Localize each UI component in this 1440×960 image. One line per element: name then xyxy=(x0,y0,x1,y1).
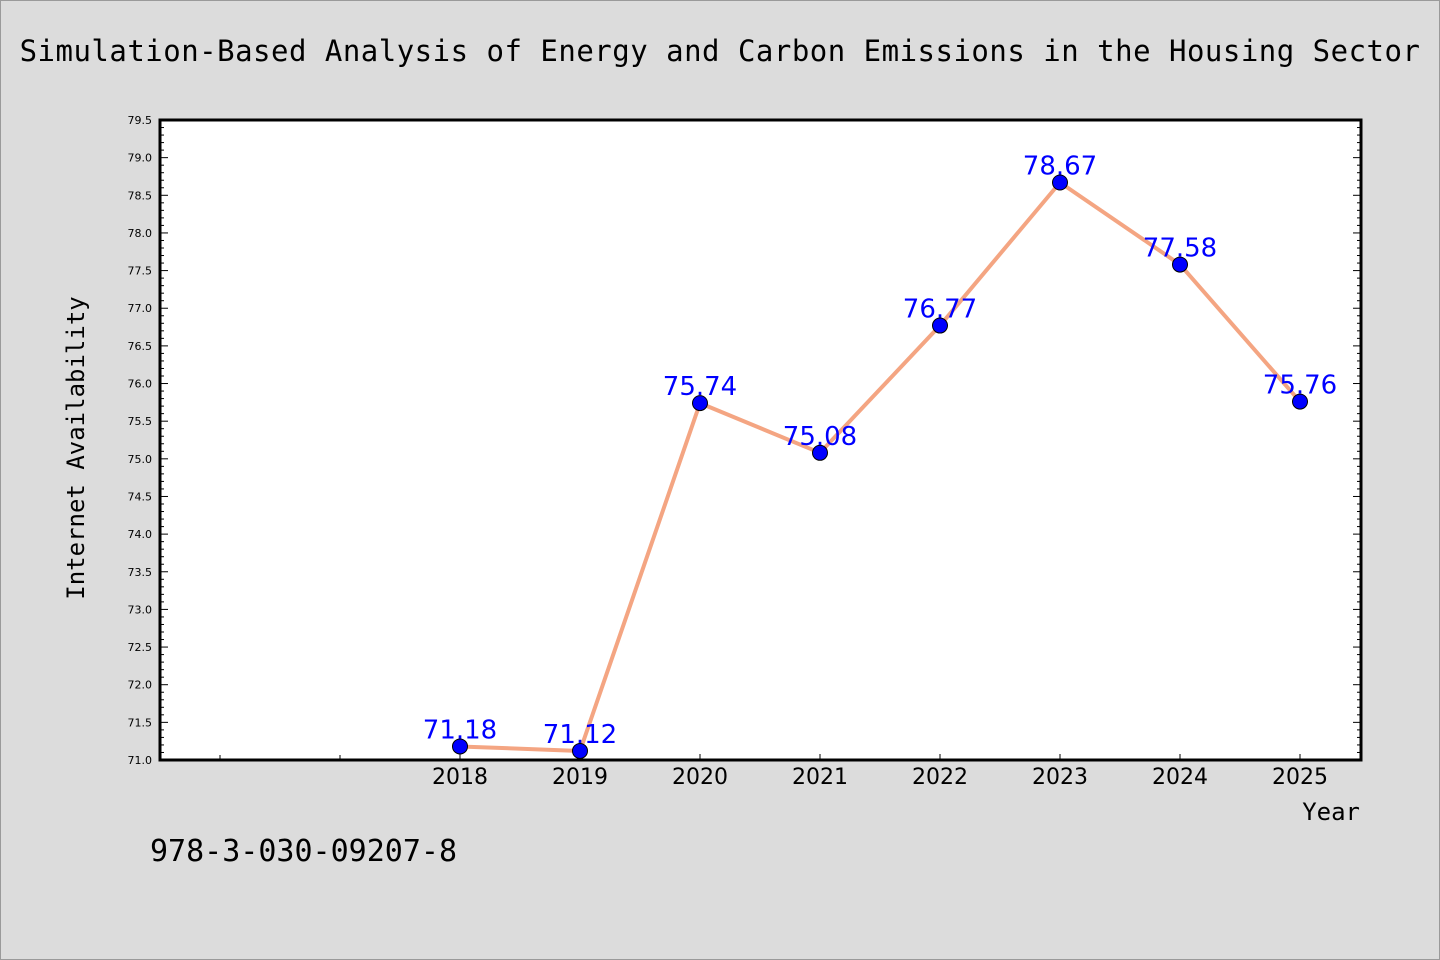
y-tick-label: 78.5 xyxy=(128,189,153,202)
x-tick-label: 2020 xyxy=(672,765,728,790)
y-axis: 71.0 71.5 72.0 72.5 73.0 73.5 74.0 74.5 75.0 75.5… xyxy=(128,114,1361,767)
y-tick-label: 71.0 xyxy=(128,754,153,767)
x-tick-label: 2018 xyxy=(432,765,488,790)
y-tick-label: 75.5 xyxy=(128,415,153,428)
y-tick-label: 78.0 xyxy=(128,227,153,240)
data-label: 71.12 xyxy=(543,720,617,750)
data-point xyxy=(692,395,708,412)
data-label: 75.74 xyxy=(663,372,737,402)
y-tick-label: 74.5 xyxy=(128,490,153,503)
data-labels: 71.18 71.12 75.74 75.08 76.77 78.67 77.58 75.76 xyxy=(423,151,1337,749)
data-point xyxy=(1292,393,1308,410)
series-markers xyxy=(452,174,1308,759)
data-label: 75.76 xyxy=(1263,371,1337,401)
data-point xyxy=(932,317,948,334)
series-line xyxy=(459,180,1302,753)
data-label: 77.58 xyxy=(1143,234,1217,264)
x-tick-label: 2019 xyxy=(552,765,608,790)
data-point xyxy=(1172,256,1188,273)
footer-code: 978-3-030-09207-8 xyxy=(150,834,458,869)
y-tick-label: 73.5 xyxy=(128,566,153,579)
data-point xyxy=(1052,174,1068,191)
y-tick-label: 72.5 xyxy=(128,641,153,654)
data-label: 71.18 xyxy=(423,715,497,745)
data-label: 76.77 xyxy=(903,295,977,325)
x-axis: 2018 2019 2020 2021 2022 2023 2024 2025 xyxy=(219,754,1328,790)
y-tick-label: 74.0 xyxy=(128,528,153,541)
x-tick-label: 2024 xyxy=(1152,765,1208,790)
x-tick-label: 2021 xyxy=(792,765,848,790)
plot-area xyxy=(158,118,1363,762)
x-tick-label: 2025 xyxy=(1272,765,1328,790)
x-tick-label: 2022 xyxy=(912,765,968,790)
y-tick-label: 72.0 xyxy=(128,679,153,692)
data-label: 75.08 xyxy=(783,422,857,452)
y-tick-label: 71.5 xyxy=(128,716,153,729)
y-axis-label: Internet Availability xyxy=(62,296,90,599)
x-tick-label: 2023 xyxy=(1032,765,1088,790)
data-point xyxy=(812,444,828,461)
chart-title: Simulation-Based Analysis of Energy and … xyxy=(19,34,1421,68)
data-label: 78.67 xyxy=(1023,151,1097,181)
y-tick-label: 79.0 xyxy=(128,152,153,165)
y-tick-label: 76.0 xyxy=(128,378,153,391)
y-tick-label: 77.0 xyxy=(128,302,153,315)
data-point xyxy=(572,742,588,759)
y-tick-label: 73.0 xyxy=(128,603,153,616)
y-tick-label: 75.0 xyxy=(128,453,153,466)
y-tick-label: 76.5 xyxy=(128,340,153,353)
x-axis-label: Year xyxy=(1302,798,1360,826)
data-point xyxy=(452,738,468,755)
y-tick-label: 79.5 xyxy=(128,114,153,127)
y-tick-label: 77.5 xyxy=(128,265,153,278)
